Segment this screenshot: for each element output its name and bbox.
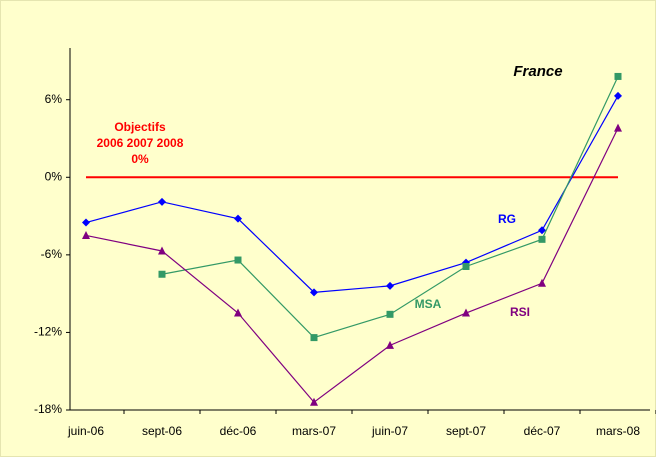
- y-tick-label: -6%: [41, 247, 63, 261]
- x-tick-label: sept-07: [446, 424, 486, 438]
- marker: [310, 334, 318, 342]
- marker: [310, 288, 318, 297]
- marker: [614, 91, 622, 100]
- series-label: MSA: [415, 297, 442, 311]
- marker: [614, 123, 622, 132]
- marker: [158, 197, 166, 206]
- x-tick-label: déc-07: [524, 424, 561, 438]
- marker: [82, 218, 90, 227]
- x-tick-label: juin-06: [67, 424, 104, 438]
- marker: [538, 278, 546, 287]
- annotation: Objectifs: [114, 120, 166, 134]
- x-tick-label: sept-06: [142, 424, 182, 438]
- marker: [82, 230, 90, 239]
- marker: [386, 281, 394, 290]
- series-label: RG: [498, 212, 516, 226]
- marker: [386, 310, 394, 318]
- marker: [158, 246, 166, 255]
- marker: [234, 256, 242, 264]
- series-label: RSI: [510, 305, 530, 319]
- marker: [158, 270, 166, 278]
- y-tick-label: -12%: [34, 325, 62, 339]
- marker: [386, 340, 394, 349]
- chart-title: France: [513, 63, 562, 80]
- x-tick-label: mars-08: [596, 424, 640, 438]
- annotation: 0%: [131, 152, 149, 166]
- annotation: 2006 2007 2008: [97, 136, 184, 150]
- y-tick-label: -18%: [34, 402, 62, 416]
- x-tick-label: déc-06: [220, 424, 257, 438]
- marker: [462, 308, 470, 317]
- x-tick-label: juin-07: [371, 424, 408, 438]
- series-line: [85, 95, 619, 293]
- marker: [310, 397, 318, 406]
- marker: [234, 214, 242, 223]
- marker: [538, 226, 546, 235]
- marker: [462, 262, 470, 270]
- y-tick-label: 6%: [45, 92, 63, 106]
- marker: [538, 235, 546, 243]
- marker: [614, 72, 622, 80]
- x-tick-label: mars-07: [292, 424, 336, 438]
- series-line: [85, 127, 619, 404]
- marker: [234, 308, 242, 317]
- y-tick-label: 0%: [45, 169, 63, 183]
